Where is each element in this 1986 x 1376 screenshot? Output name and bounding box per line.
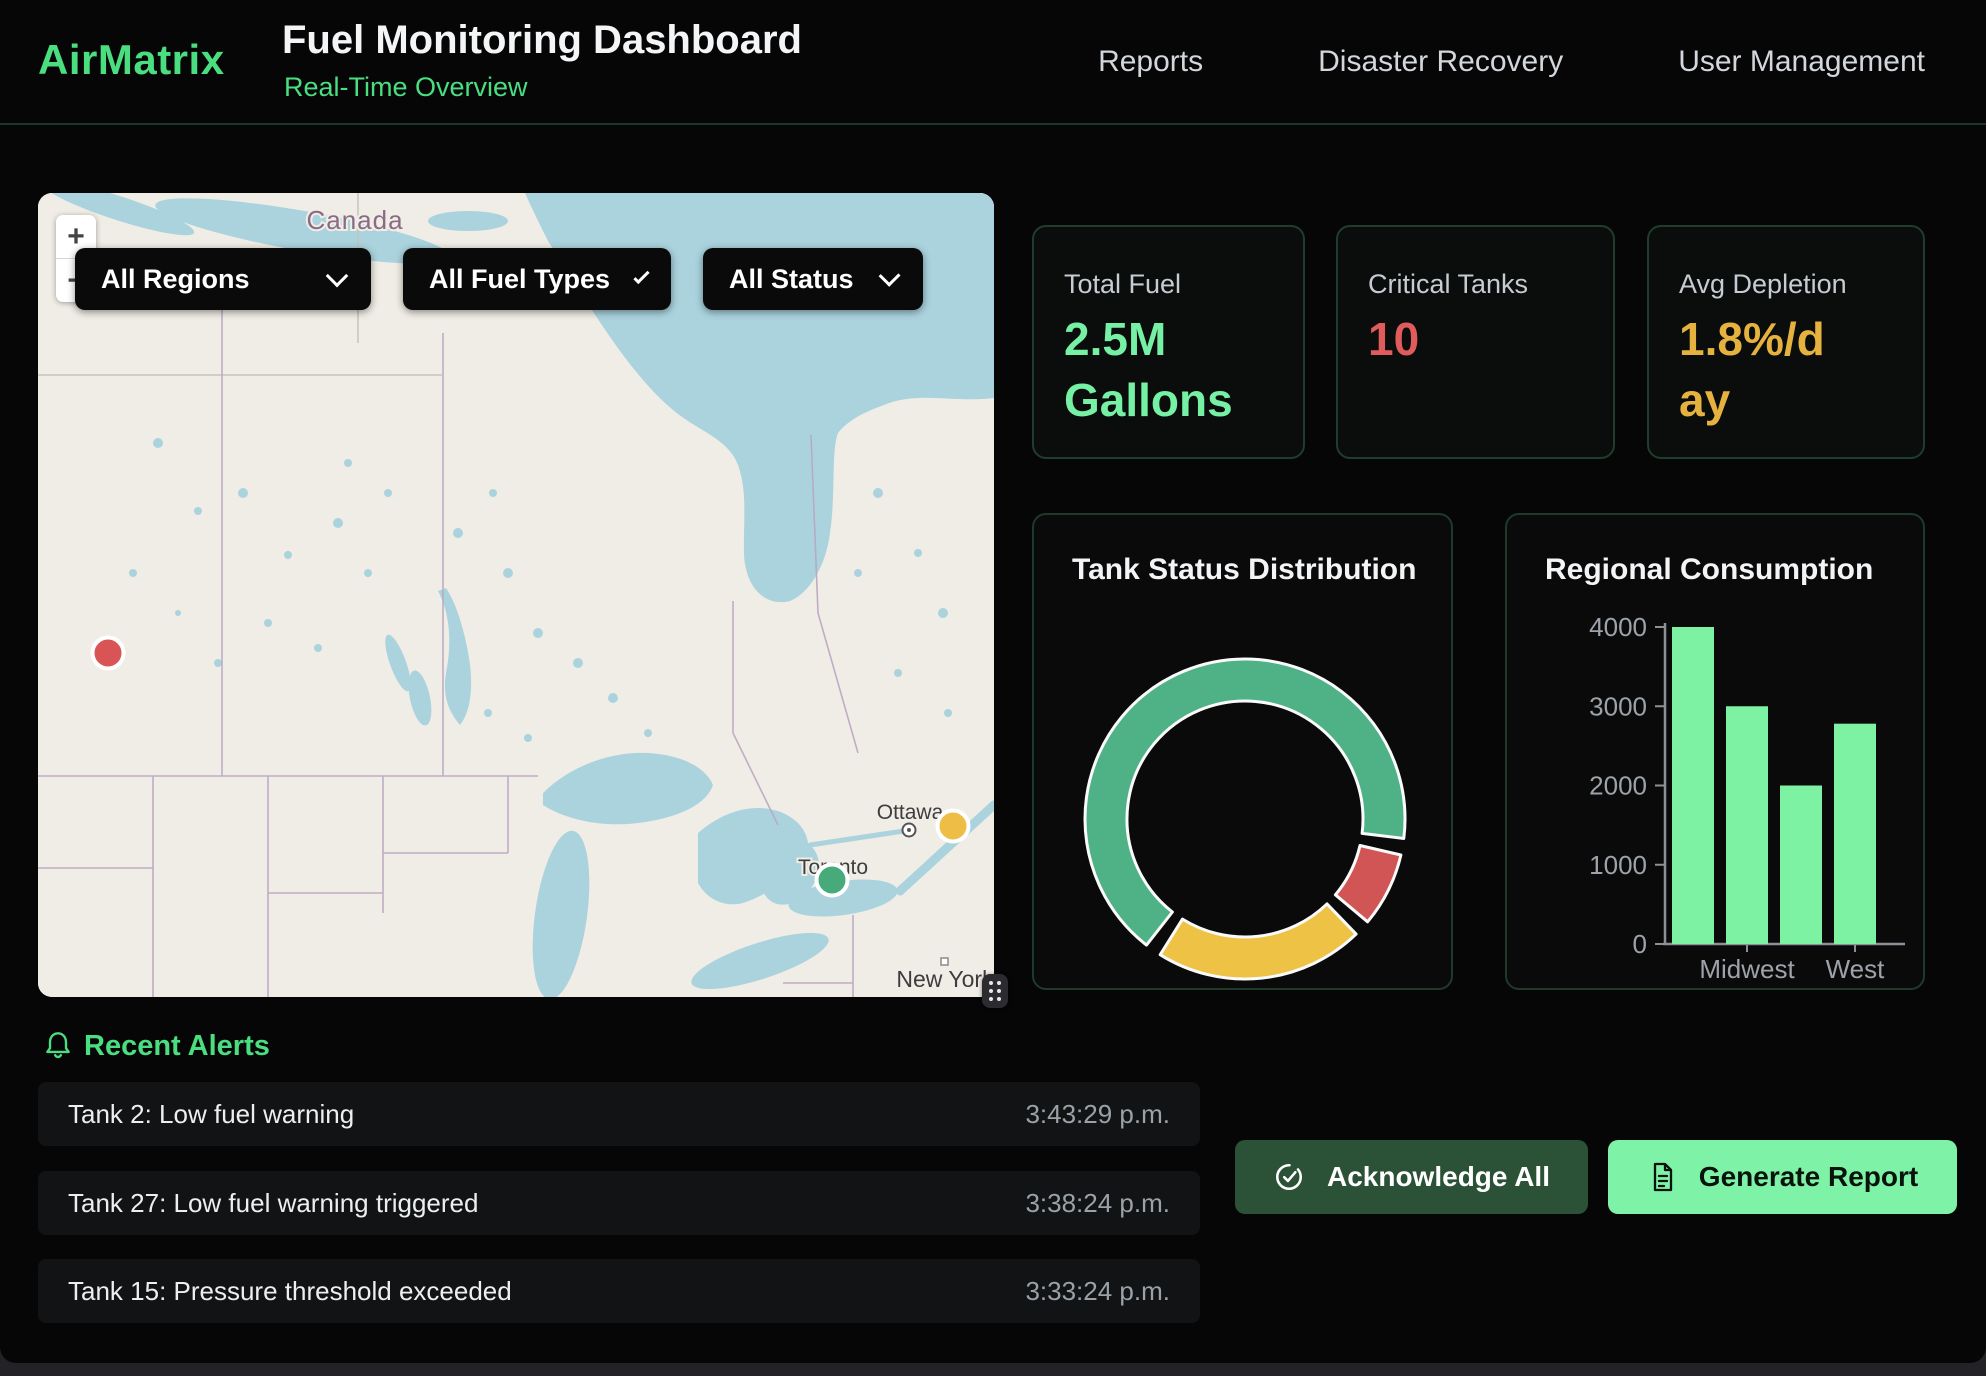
generate-report-label: Generate Report [1699, 1161, 1918, 1193]
acknowledge-all-button[interactable]: Acknowledge All [1235, 1140, 1588, 1214]
alert-text: Tank 27: Low fuel warning triggered [68, 1171, 478, 1235]
map[interactable]: Canada Ottawa Toronto New York + − [38, 193, 994, 997]
chevron-down-icon [326, 265, 349, 288]
nav-item-user-management[interactable]: User Management [1678, 45, 1925, 79]
y-axis-tick-label: 1000 [1589, 850, 1647, 880]
doughnut-segment-critical [1335, 846, 1401, 922]
x-axis-label: Midwest [1699, 954, 1795, 984]
bar-0 [1672, 627, 1714, 944]
page-title: Fuel Monitoring Dashboard [282, 18, 802, 63]
stat-card-total-fuel: Total Fuel 2.5M Gallons [1032, 225, 1305, 459]
nav-item-reports[interactable]: Reports [1098, 45, 1203, 79]
regional-consumption-chart-card: Regional Consumption 01000200030004000Mi… [1505, 513, 1925, 990]
bar-2 [1780, 786, 1822, 945]
stat-value-total-fuel: 2.5M Gallons [1064, 309, 1264, 430]
y-axis-tick-label: 3000 [1589, 691, 1647, 721]
bar-1 [1726, 706, 1768, 944]
stat-label: Avg Depletion [1679, 269, 1847, 300]
map-filters: All Regions All Fuel Types All Status [75, 248, 923, 310]
chevron-down-icon [878, 265, 900, 287]
x-axis-label: West [1826, 954, 1886, 984]
stat-card-critical-tanks: Critical Tanks 10 [1336, 225, 1615, 459]
header: AirMatrix Fuel Monitoring Dashboard Real… [0, 0, 1986, 125]
bell-icon [42, 1027, 74, 1063]
nav-item-disaster-recovery[interactable]: Disaster Recovery [1318, 45, 1563, 79]
fuel-type-filter-value: All Fuel Types [429, 264, 610, 295]
page-subtitle: Real-Time Overview [284, 72, 528, 103]
tank-marker-critical[interactable] [93, 638, 124, 669]
tank-status-chart-card: Tank Status Distribution [1032, 513, 1453, 990]
tank-marker-warning[interactable] [938, 811, 969, 842]
acknowledge-all-label: Acknowledge All [1327, 1161, 1550, 1193]
country-label: Canada [306, 205, 403, 235]
bar-3 [1834, 724, 1876, 944]
doughnut-segment-warning [1160, 904, 1356, 979]
city-dot-new-york [941, 958, 948, 965]
region-filter-dropdown[interactable]: All Regions [75, 248, 371, 310]
tank-status-doughnut-chart [1034, 515, 1455, 992]
dashboard-root: AirMatrix Fuel Monitoring Dashboard Real… [0, 0, 1986, 1363]
generate-report-button[interactable]: Generate Report [1608, 1140, 1957, 1214]
tank-marker-normal[interactable] [817, 865, 848, 896]
map-canvas: Canada Ottawa Toronto New York [38, 193, 994, 997]
document-icon [1647, 1161, 1677, 1193]
alert-text: Tank 2: Low fuel warning [68, 1082, 354, 1146]
stat-value-critical-tanks: 10 [1368, 309, 1419, 370]
fuel-type-filter-dropdown[interactable]: All Fuel Types [403, 248, 671, 310]
city-label-new-york: New York [896, 966, 994, 992]
stat-value-avg-depletion: 1.8%/day [1679, 309, 1839, 430]
chevron-down-icon [633, 268, 649, 284]
alert-row[interactable]: Tank 2: Low fuel warning 3:43:29 p.m. [38, 1082, 1200, 1146]
y-axis-tick-label: 2000 [1589, 771, 1647, 801]
regional-consumption-bar-chart: 0 1000 2000 3000 4000 Midwest West [1507, 515, 1927, 992]
alert-text: Tank 15: Pressure threshold exceeded [68, 1259, 512, 1323]
y-axis-tick-label: 4000 [1589, 612, 1647, 642]
main-nav: Reports Disaster Recovery User Managemen… [1098, 0, 1925, 123]
alert-time: 3:33:24 p.m. [1025, 1259, 1170, 1323]
y-axis-tick-label: 0 [1633, 929, 1647, 959]
city-dot-ottawa [903, 824, 916, 837]
alerts-heading: Recent Alerts [84, 1028, 270, 1064]
alert-row[interactable]: Tank 15: Pressure threshold exceeded 3:3… [38, 1259, 1200, 1323]
status-filter-value: All Status [729, 264, 854, 295]
alert-time: 3:38:24 p.m. [1025, 1171, 1170, 1235]
stat-label: Total Fuel [1064, 269, 1181, 300]
resize-grip-icon[interactable] [982, 974, 1008, 1008]
city-label-ottawa: Ottawa [877, 801, 944, 824]
stat-label: Critical Tanks [1368, 269, 1528, 300]
status-filter-dropdown[interactable]: All Status [703, 248, 923, 310]
stat-card-avg-depletion: Avg Depletion 1.8%/day [1647, 225, 1925, 459]
alert-row[interactable]: Tank 27: Low fuel warning triggered 3:38… [38, 1171, 1200, 1235]
alert-time: 3:43:29 p.m. [1025, 1082, 1170, 1146]
brand-logo: AirMatrix [38, 36, 225, 84]
check-circle-icon [1273, 1161, 1305, 1193]
region-filter-value: All Regions [101, 264, 250, 295]
